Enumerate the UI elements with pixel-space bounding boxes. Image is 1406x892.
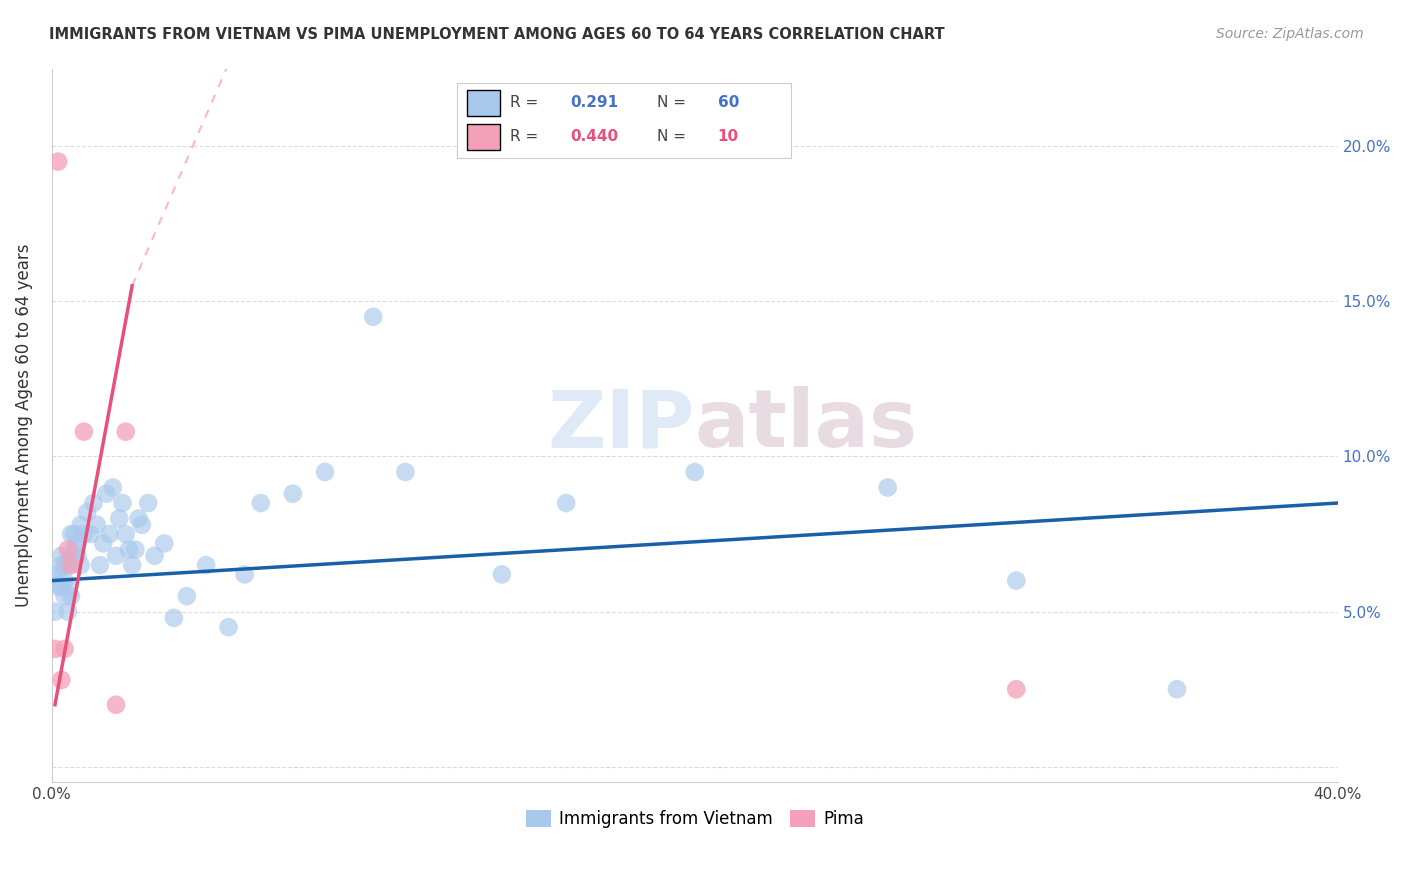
Point	[105, 698, 128, 712]
Point	[46, 567, 69, 582]
Point	[63, 527, 86, 541]
Point	[66, 536, 89, 550]
Point	[73, 425, 96, 439]
Point	[66, 549, 89, 563]
Point	[131, 517, 153, 532]
Point	[101, 481, 124, 495]
Point	[56, 580, 79, 594]
Point	[105, 549, 128, 563]
Point	[53, 558, 76, 573]
Point	[53, 641, 76, 656]
Point	[73, 527, 96, 541]
Point	[51, 558, 73, 573]
Point	[118, 542, 141, 557]
Point	[44, 605, 66, 619]
Point	[176, 589, 198, 603]
Point	[53, 574, 76, 588]
Point	[60, 527, 83, 541]
Point	[46, 580, 69, 594]
Point	[249, 496, 271, 510]
Y-axis label: Unemployment Among Ages 60 to 64 years: Unemployment Among Ages 60 to 64 years	[15, 244, 32, 607]
Point	[96, 486, 118, 500]
Point	[51, 580, 73, 594]
Point	[60, 549, 83, 563]
Point	[56, 542, 79, 557]
Point	[114, 425, 136, 439]
Point	[394, 465, 416, 479]
Point	[89, 558, 111, 573]
Point	[44, 641, 66, 656]
Point	[76, 505, 98, 519]
Point	[44, 574, 66, 588]
Text: IMMIGRANTS FROM VIETNAM VS PIMA UNEMPLOYMENT AMONG AGES 60 TO 64 YEARS CORRELATI: IMMIGRANTS FROM VIETNAM VS PIMA UNEMPLOY…	[49, 27, 945, 42]
Point	[46, 154, 69, 169]
Point	[79, 527, 101, 541]
Point	[69, 558, 91, 573]
Point	[91, 536, 114, 550]
Text: Source: ZipAtlas.com: Source: ZipAtlas.com	[1216, 27, 1364, 41]
Point	[361, 310, 384, 324]
Point	[83, 496, 105, 510]
Text: ZIP: ZIP	[547, 386, 695, 465]
Point	[98, 527, 121, 541]
Point	[683, 465, 706, 479]
Point	[218, 620, 240, 634]
Text: atlas: atlas	[695, 386, 918, 465]
Point	[86, 517, 108, 532]
Point	[128, 511, 150, 525]
Point	[60, 589, 83, 603]
Point	[121, 558, 143, 573]
Point	[233, 567, 256, 582]
Point	[114, 527, 136, 541]
Point	[281, 486, 304, 500]
Point	[1166, 682, 1188, 697]
Point	[143, 549, 166, 563]
Point	[1005, 682, 1028, 697]
Point	[108, 511, 131, 525]
Point	[56, 605, 79, 619]
Point	[153, 536, 176, 550]
Point	[314, 465, 336, 479]
Point	[555, 496, 578, 510]
Point	[124, 542, 146, 557]
Point	[51, 549, 73, 563]
Point	[63, 542, 86, 557]
Point	[56, 558, 79, 573]
Point	[1005, 574, 1028, 588]
Point	[195, 558, 218, 573]
Point	[60, 558, 83, 573]
Point	[51, 673, 73, 687]
Point	[163, 611, 186, 625]
Point	[111, 496, 134, 510]
Point	[136, 496, 159, 510]
Point	[69, 517, 91, 532]
Point	[876, 481, 898, 495]
Point	[491, 567, 513, 582]
Point	[53, 589, 76, 603]
Legend: Immigrants from Vietnam, Pima: Immigrants from Vietnam, Pima	[519, 803, 870, 835]
